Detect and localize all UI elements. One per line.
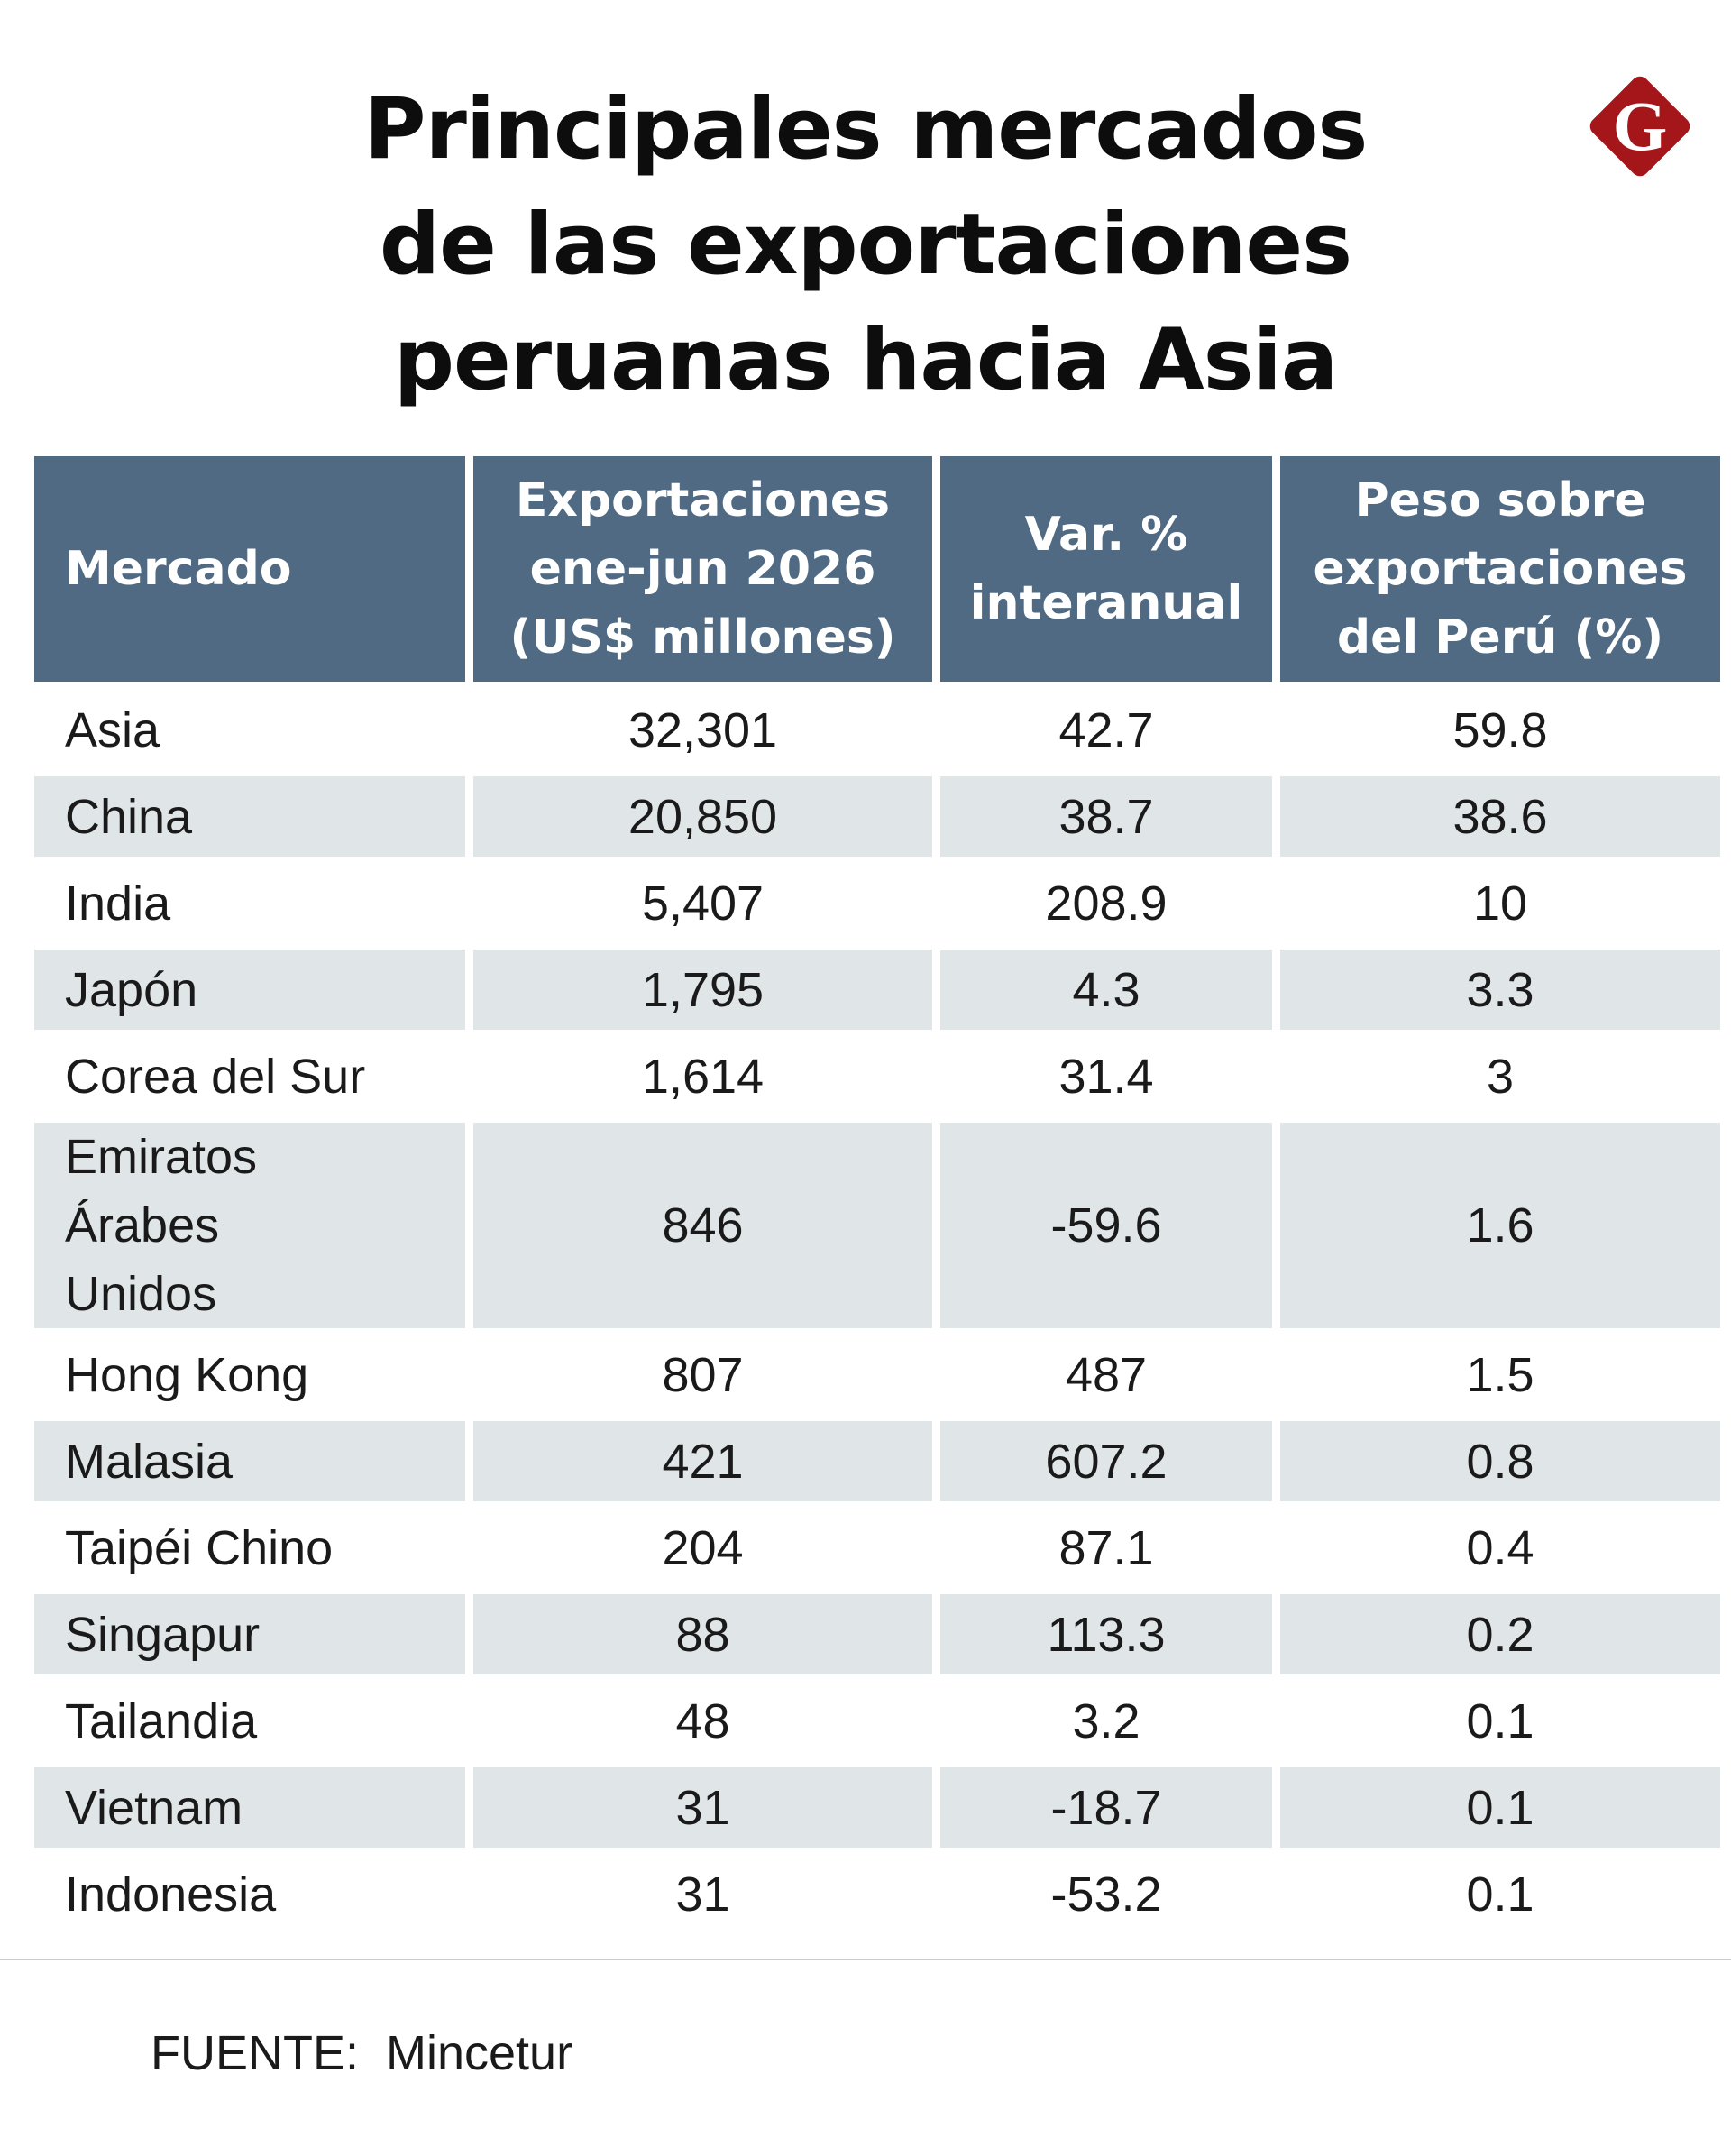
- cell-variacion: 42.7: [940, 690, 1272, 776]
- cell-mercado: Malasia: [34, 1421, 465, 1508]
- svg-text:G: G: [1613, 87, 1668, 165]
- gestion-logo-icon: G: [1575, 61, 1705, 191]
- cell-mercado: China: [34, 776, 465, 863]
- table-row: Malasia 421 607.2 0.8: [34, 1421, 1720, 1508]
- cell-mercado: India: [34, 863, 465, 950]
- footer-divider: [0, 1959, 1731, 1960]
- cell-peso: 0.1: [1280, 1767, 1720, 1854]
- cell-variacion: 31.4: [940, 1036, 1272, 1123]
- cell-peso: 3: [1280, 1036, 1720, 1123]
- cell-variacion: -18.7: [940, 1767, 1272, 1854]
- cell-exportaciones: 5,407: [473, 863, 932, 950]
- markets-table: Mercado Exportaciones ene-jun 2026 (US$ …: [34, 456, 1720, 1940]
- table-row: Taipéi Chino 204 87.1 0.4: [34, 1508, 1720, 1594]
- table-row: Corea del Sur 1,614 31.4 3: [34, 1036, 1720, 1123]
- cell-peso: 1.5: [1280, 1335, 1720, 1421]
- column-header-peso: Peso sobre exportaciones del Perú (%): [1280, 456, 1720, 690]
- cell-peso: 1.6: [1280, 1123, 1720, 1335]
- cell-mercado: Taipéi Chino: [34, 1508, 465, 1594]
- cell-peso: 0.1: [1280, 1681, 1720, 1767]
- cell-mercado: Singapur: [34, 1594, 465, 1681]
- table-row: Tailandia 48 3.2 0.1: [34, 1681, 1720, 1767]
- cell-peso: 0.1: [1280, 1854, 1720, 1940]
- cell-mercado: Asia: [34, 690, 465, 776]
- cell-exportaciones: 421: [473, 1421, 932, 1508]
- table-row: Japón 1,795 4.3 3.3: [34, 950, 1720, 1036]
- cell-mercado: Emiratos Árabes Unidos: [34, 1123, 465, 1335]
- cell-exportaciones: 31: [473, 1767, 932, 1854]
- column-header-exportaciones: Exportaciones ene-jun 2026 (US$ millones…: [473, 456, 932, 690]
- chart-title-line-1: Principales mercados: [363, 80, 1369, 179]
- cell-exportaciones: 1,795: [473, 950, 932, 1036]
- cell-exportaciones: 31: [473, 1854, 932, 1940]
- column-header-variacion: Var. % interanual: [940, 456, 1272, 690]
- cell-variacion: 113.3: [940, 1594, 1272, 1681]
- table-row: Asia 32,301 42.7 59.8: [34, 690, 1720, 776]
- table-row: Hong Kong 807 487 1.5: [34, 1335, 1720, 1421]
- cell-variacion: 607.2: [940, 1421, 1272, 1508]
- table-row: Emiratos Árabes Unidos 846 -59.6 1.6: [34, 1123, 1720, 1335]
- cell-exportaciones: 20,850: [473, 776, 932, 863]
- cell-variacion: 87.1: [940, 1508, 1272, 1594]
- cell-peso: 0.2: [1280, 1594, 1720, 1681]
- source-note: FUENTE: Mincetur: [151, 2026, 573, 2080]
- cell-exportaciones: 48: [473, 1681, 932, 1767]
- table-row: Singapur 88 113.3 0.2: [34, 1594, 1720, 1681]
- cell-mercado: Indonesia: [34, 1854, 465, 1940]
- cell-variacion: 3.2: [940, 1681, 1272, 1767]
- chart-title-line-3: peruanas hacia Asia: [393, 311, 1339, 409]
- table-row: India 5,407 208.9 10: [34, 863, 1720, 950]
- cell-peso: 0.8: [1280, 1421, 1720, 1508]
- cell-peso: 0.4: [1280, 1508, 1720, 1594]
- cell-variacion: 208.9: [940, 863, 1272, 950]
- cell-variacion: 4.3: [940, 950, 1272, 1036]
- cell-mercado: Hong Kong: [34, 1335, 465, 1421]
- cell-variacion: 38.7: [940, 776, 1272, 863]
- chart-title-line-2: de las exportaciones: [379, 196, 1352, 294]
- table-row: Indonesia 31 -53.2 0.1: [34, 1854, 1720, 1940]
- cell-exportaciones: 32,301: [473, 690, 932, 776]
- cell-mercado: Japón: [34, 950, 465, 1036]
- cell-exportaciones: 807: [473, 1335, 932, 1421]
- cell-peso: 10: [1280, 863, 1720, 950]
- cell-mercado: Tailandia: [34, 1681, 465, 1767]
- table-row: Vietnam 31 -18.7 0.1: [34, 1767, 1720, 1854]
- cell-variacion: 487: [940, 1335, 1272, 1421]
- cell-exportaciones: 846: [473, 1123, 932, 1335]
- cell-exportaciones: 1,614: [473, 1036, 932, 1123]
- cell-peso: 3.3: [1280, 950, 1720, 1036]
- cell-variacion: -53.2: [940, 1854, 1272, 1940]
- cell-exportaciones: 204: [473, 1508, 932, 1594]
- table-row: China 20,850 38.7 38.6: [34, 776, 1720, 863]
- table-header-row: Mercado Exportaciones ene-jun 2026 (US$ …: [34, 456, 1720, 690]
- cell-exportaciones: 88: [473, 1594, 932, 1681]
- table-body: Asia 32,301 42.7 59.8 China 20,850 38.7 38.6 Ind…: [34, 690, 1720, 1940]
- cell-variacion: -59.6: [940, 1123, 1272, 1335]
- cell-mercado: Vietnam: [34, 1767, 465, 1854]
- cell-peso: 38.6: [1280, 776, 1720, 863]
- cell-mercado: Corea del Sur: [34, 1036, 465, 1123]
- chart-title: Principales mercados de las exportacione…: [0, 72, 1731, 418]
- column-header-mercado: Mercado: [34, 456, 465, 690]
- cell-peso: 59.8: [1280, 690, 1720, 776]
